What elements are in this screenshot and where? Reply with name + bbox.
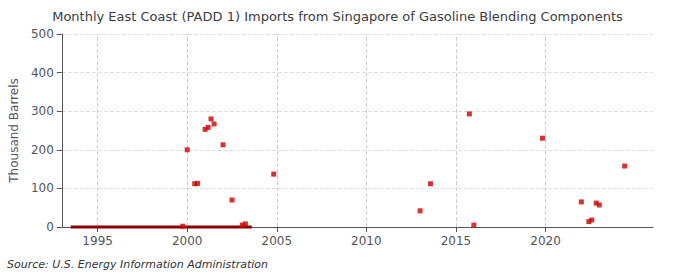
svg-text:100: 100 — [31, 181, 54, 195]
svg-text:1995: 1995 — [82, 234, 113, 248]
svg-text:400: 400 — [31, 66, 54, 80]
svg-text:2005: 2005 — [262, 234, 293, 248]
svg-text:Thousand Barrels: Thousand Barrels — [7, 78, 21, 183]
svg-text:Source: U.S. Energy Informatio: Source: U.S. Energy Information Administ… — [7, 258, 268, 271]
svg-text:2000: 2000 — [172, 234, 203, 248]
svg-text:200: 200 — [31, 143, 54, 157]
svg-text:2015: 2015 — [441, 234, 472, 248]
svg-text:500: 500 — [31, 27, 54, 41]
svg-text:2020: 2020 — [530, 234, 561, 248]
svg-text:Monthly East Coast (PADD 1) Im: Monthly East Coast (PADD 1) Imports from… — [52, 9, 623, 24]
svg-text:300: 300 — [31, 104, 54, 118]
svg-text:0: 0 — [46, 220, 54, 234]
svg-text:2010: 2010 — [351, 234, 382, 248]
